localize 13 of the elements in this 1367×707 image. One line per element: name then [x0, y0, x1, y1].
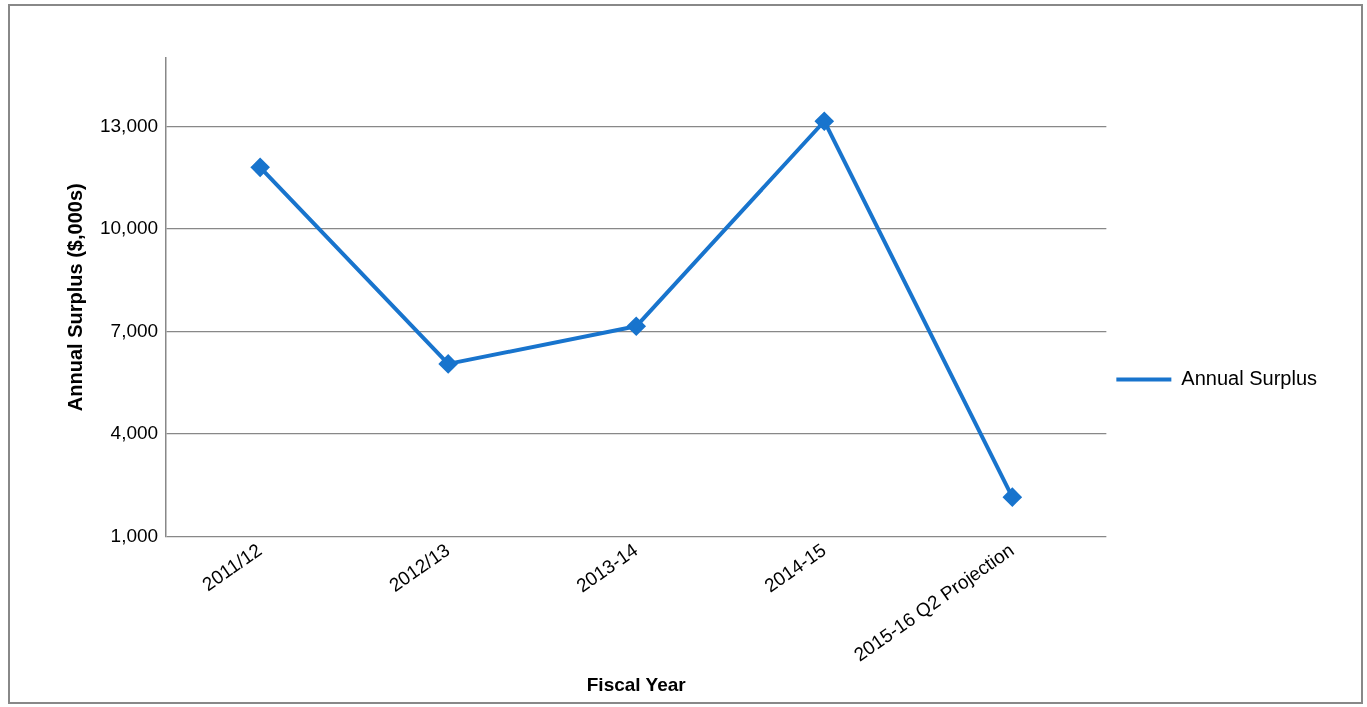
x-axis-title: Fiscal Year	[586, 673, 687, 695]
y-tick-label: 7,000	[110, 319, 159, 341]
y-tick-label: 13,000	[99, 114, 159, 136]
y-tick-label: 10,000	[99, 217, 159, 239]
y-tick-label: 4,000	[110, 422, 159, 444]
y-tick-label: 1,000	[110, 524, 159, 546]
point	[439, 354, 458, 373]
point	[627, 317, 646, 336]
legend-label: Annual Surplus	[1181, 367, 1318, 390]
y-axis-title: Annual Surplus ($,000s)	[63, 183, 86, 412]
point	[1003, 488, 1022, 507]
point	[815, 112, 834, 131]
point	[251, 158, 270, 177]
